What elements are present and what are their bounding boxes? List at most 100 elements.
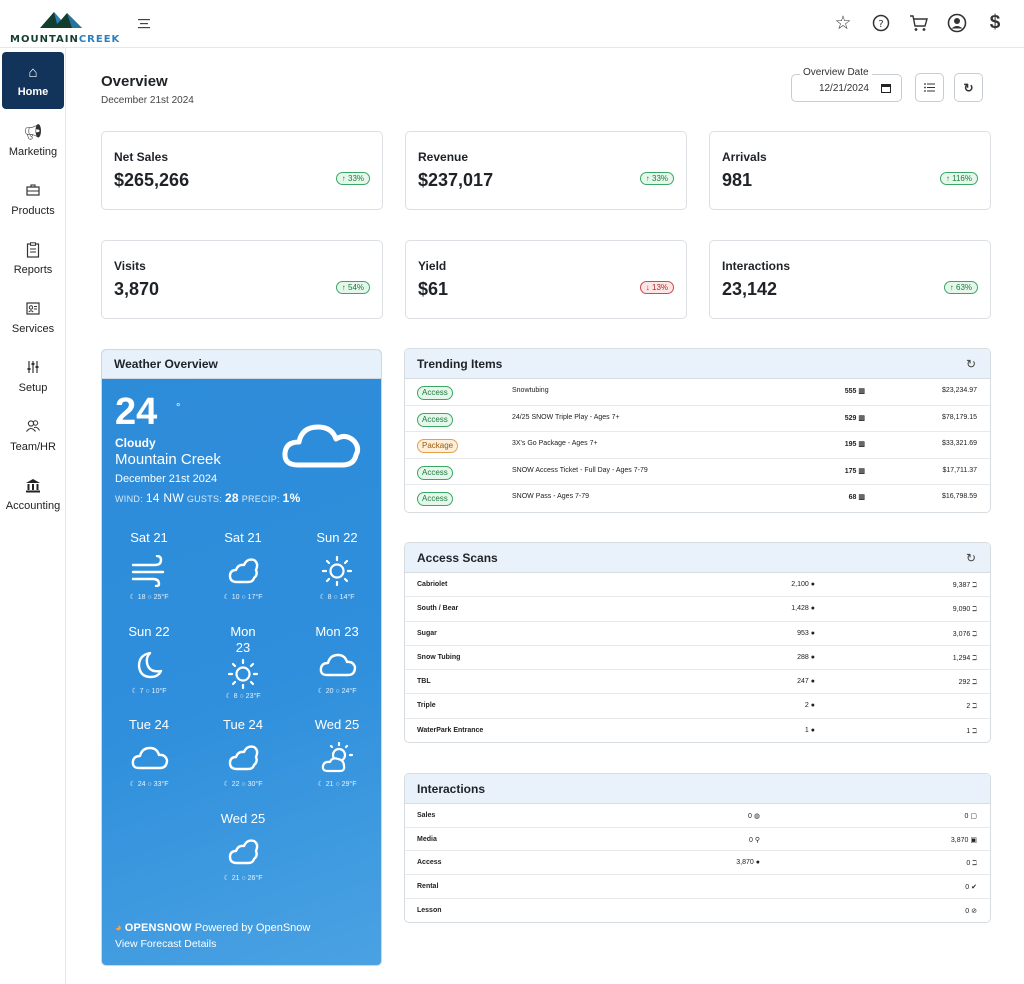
kpi-value: 23,142 bbox=[722, 279, 778, 299]
scan-count: 3,076 ℶ bbox=[952, 630, 977, 638]
table-row[interactable]: Access 3,870 ● 0 ℶ bbox=[405, 851, 990, 876]
kpi-change-badge: ↑ 33% bbox=[335, 172, 370, 185]
kpi-label: Visits bbox=[114, 259, 146, 273]
brand-logo[interactable]: MOUNTAINCREEK bbox=[10, 4, 120, 46]
link-icon: ⚲ bbox=[754, 836, 760, 844]
table-row[interactable]: Media 0 ⚲ 3,870 ▣ bbox=[405, 828, 990, 852]
refresh-icon[interactable]: ↻ bbox=[965, 551, 976, 565]
table-row[interactable]: Lesson 0 ⊘ bbox=[405, 899, 990, 922]
interaction-type: Sales bbox=[417, 812, 436, 819]
interactions-panel: Interactions Sales 0 ◍ 0 ▢ Media 0 ⚲ 3,8… bbox=[404, 773, 991, 923]
forecast-temps: ☾ 22 ○ 30°F bbox=[223, 781, 263, 788]
forecast-day-label: Mon 23 bbox=[315, 624, 359, 639]
scan-count: 1 ℶ bbox=[966, 727, 977, 735]
account-icon[interactable] bbox=[946, 12, 968, 34]
sidebar-item-team-hr[interactable]: Team/HR bbox=[2, 407, 64, 464]
panel-title: Interactions bbox=[417, 782, 486, 796]
overview-date-label: Overview Date bbox=[800, 67, 872, 78]
table-row[interactable]: Access SNOW Access Ticket - Full Day - A… bbox=[405, 459, 990, 485]
view-forecast-link[interactable]: View Forecast Details bbox=[115, 938, 217, 950]
forecast-day-label: Tue 24 bbox=[129, 717, 169, 732]
star-icon[interactable]: ☆ bbox=[834, 12, 852, 34]
cart-icon[interactable] bbox=[908, 12, 930, 34]
table-row[interactable]: Sugar 953 ● 3,076 ℶ bbox=[405, 622, 990, 646]
item-amount: $33,321.69 bbox=[941, 440, 977, 447]
forecast-day: Sun 22 ☾ 7 ○ 10°F bbox=[102, 624, 196, 695]
table-row[interactable]: Access SNOW Pass - Ages 7-79 68 ▥ $16,79… bbox=[405, 485, 990, 512]
sidebar-item-setup[interactable]: Setup bbox=[2, 348, 64, 405]
forecast-day: Mon 23 ☾ 8 ○ 23°F bbox=[196, 624, 290, 700]
forecast-day-label: Mon 23 bbox=[230, 624, 256, 655]
item-qty: 195 ▥ bbox=[844, 441, 865, 448]
person-icon: ● bbox=[755, 859, 760, 867]
sidebar-item-products[interactable]: Products bbox=[2, 171, 64, 228]
table-row[interactable]: Access Snowtubing 555 ▥ $23,234.97 bbox=[405, 379, 990, 406]
cloud-icon bbox=[131, 746, 169, 770]
refresh-button[interactable]: ↻ bbox=[954, 73, 983, 102]
barcode-icon: ▥ bbox=[858, 388, 865, 395]
cloud-icon bbox=[282, 424, 361, 468]
list-view-button[interactable] bbox=[915, 73, 944, 102]
kpi-card-visits: Visits 3,870 ↑ 54% bbox=[101, 240, 383, 319]
help-icon[interactable]: ? bbox=[870, 12, 892, 34]
mountain-logo-icon bbox=[40, 12, 82, 28]
table-row[interactable]: South / Bear 1,428 ● 9,090 ℶ bbox=[405, 597, 990, 622]
table-row[interactable]: WaterPark Entrance 1 ● 1 ℶ bbox=[405, 719, 990, 742]
kpi-value: 981 bbox=[722, 170, 753, 190]
scan-location: Sugar bbox=[417, 629, 437, 637]
table-row[interactable]: Cabriolet 2,100 ● 9,387 ℶ bbox=[405, 573, 990, 598]
sidebar-item-marketing[interactable]: 📢︎ Marketing bbox=[2, 112, 64, 169]
dollar-icon[interactable]: $ bbox=[989, 12, 1001, 33]
interaction-value: 0 ◍ bbox=[748, 813, 760, 820]
table-row[interactable]: Triple 2 ● 2 ℶ bbox=[405, 694, 990, 719]
id-card-icon bbox=[26, 301, 40, 319]
sidebar-item-reports[interactable]: Reports bbox=[2, 230, 64, 287]
kpi-card-arrivals: Arrivals 981 ↑ 116% bbox=[709, 131, 991, 210]
scan-icon: ℶ bbox=[972, 606, 977, 614]
sun-cloud-icon bbox=[321, 742, 354, 773]
person-icon: ● bbox=[810, 629, 815, 637]
scan-icon: ℶ bbox=[972, 630, 977, 638]
forecast-day-label: Sat 21 bbox=[130, 530, 168, 545]
forecast-temps: ☾ 21 ○ 29°F bbox=[317, 781, 357, 788]
megaphone-icon: 📢︎ bbox=[23, 123, 43, 141]
menu-toggle-icon[interactable] bbox=[137, 18, 151, 30]
calendar-icon[interactable] bbox=[881, 83, 891, 93]
briefcase-icon bbox=[26, 183, 40, 201]
table-row[interactable]: Sales 0 ◍ 0 ▢ bbox=[405, 804, 990, 828]
interaction-value: 0 ⚲ bbox=[749, 836, 760, 844]
sidebar-item-accounting[interactable]: Accounting bbox=[2, 466, 64, 523]
team-icon bbox=[25, 419, 41, 437]
overview-date-field[interactable]: Overview Date 12/21/2024 bbox=[791, 67, 902, 102]
item-amount: $78,179.15 bbox=[941, 413, 977, 421]
person-icon: ● bbox=[810, 605, 815, 613]
page-title: Overview bbox=[101, 73, 168, 90]
sidebar-item-home[interactable]: ⌂ Home bbox=[2, 52, 64, 109]
item-qty: 555 ▥ bbox=[844, 388, 865, 395]
table-row[interactable]: Rental 0 ✔ bbox=[405, 875, 990, 899]
kpi-change-badge: ↑ 63% bbox=[943, 281, 978, 294]
overview-date-value[interactable]: 12/21/2024 bbox=[818, 82, 869, 94]
scan-location: Snow Tubing bbox=[417, 653, 461, 661]
current-temperature: 24 bbox=[115, 391, 158, 433]
scan-location: Cabriolet bbox=[417, 581, 448, 588]
interaction-type: Lesson bbox=[417, 906, 442, 914]
item-amount: $23,234.97 bbox=[941, 387, 977, 394]
refresh-icon[interactable]: ↻ bbox=[965, 357, 976, 371]
category-badge: Package bbox=[417, 439, 459, 453]
powered-by: ◕ OPENSNOW Powered by OpenSnow bbox=[115, 922, 311, 934]
kpi-value: $61 bbox=[418, 279, 449, 299]
scan-people: 2 ● bbox=[804, 702, 815, 710]
forecast-day: Sat 21 ☾ 10 ○ 17°F bbox=[196, 530, 290, 601]
table-row[interactable]: Snow Tubing 288 ● 1,294 ℶ bbox=[405, 646, 990, 671]
table-row[interactable]: Package 3X's Go Package - Ages 7+ 195 ▥ … bbox=[405, 432, 990, 459]
check-circle-icon: ✔ bbox=[971, 884, 977, 892]
cloud-icon bbox=[319, 653, 357, 677]
table-row[interactable]: TBL 247 ● 292 ℶ bbox=[405, 670, 990, 695]
refresh-icon: ↻ bbox=[963, 80, 974, 95]
scan-count: 9,090 ℶ bbox=[952, 606, 977, 614]
sidebar-item-services[interactable]: Services bbox=[2, 289, 64, 346]
forecast-day: Tue 24 ☾ 22 ○ 30°F bbox=[196, 717, 290, 788]
table-row[interactable]: Access 24/25 SNOW Triple Play - Ages 7+ … bbox=[405, 406, 990, 432]
category-badge: Access bbox=[417, 465, 453, 480]
